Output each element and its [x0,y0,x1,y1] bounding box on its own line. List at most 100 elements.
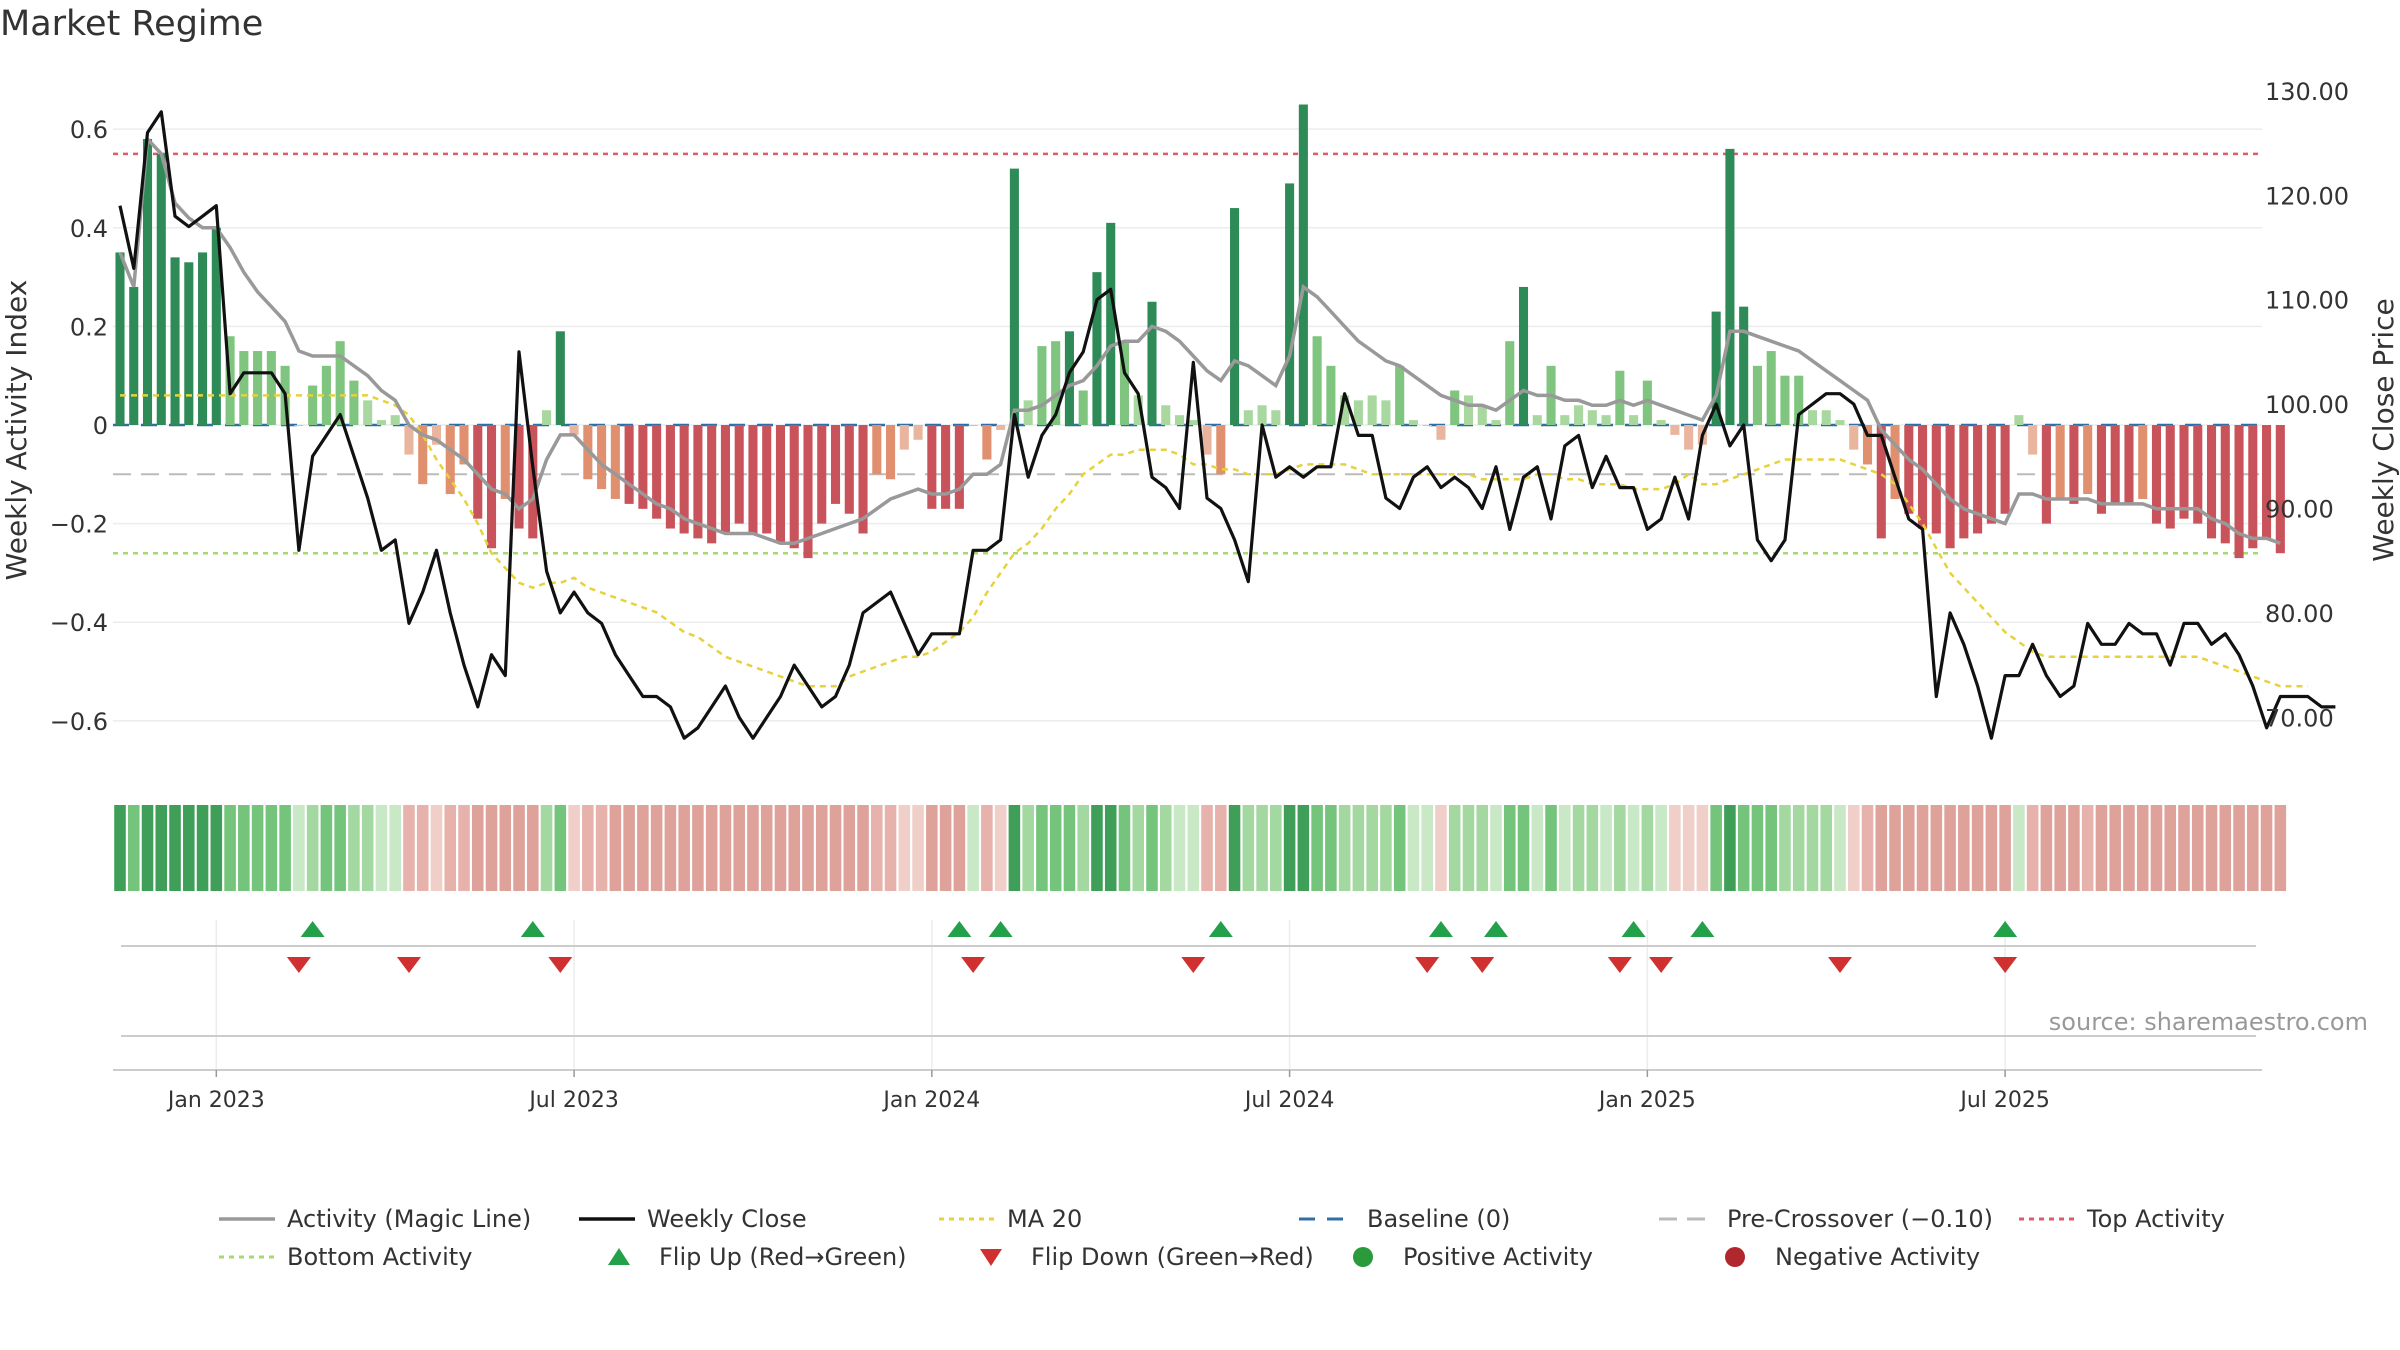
heat-cell [692,805,704,891]
heat-cell [1104,805,1117,891]
activity-bar [913,425,923,440]
activity-bar [1257,405,1267,425]
activity-bar [2220,425,2230,544]
heat-cell [389,805,401,891]
activity-bar [1780,375,1790,425]
activity-bar [1230,208,1240,425]
activity-bar [1518,286,1529,425]
heat-cell [1380,805,1392,891]
x-tick-label: Jan 2025 [1597,1088,1696,1113]
legend-swatch-close [579,1217,635,1221]
activity-bar [1986,425,1996,524]
y-left-tick-label: 0.4 [70,215,108,243]
legend-label: Pre-Crossover (−0.10) [1727,1205,1994,1233]
activity-bar [211,227,221,425]
heat-cell [871,805,883,891]
heat-cell [733,805,745,891]
heat-cell [1834,805,1846,891]
activity-bar [1463,395,1474,425]
activity-bar [2124,425,2134,504]
activity-bar [431,425,442,445]
heat-cell [1242,805,1255,891]
activity-bar [1340,395,1350,425]
activity-bar [1037,346,1047,425]
heat-cell [183,805,195,891]
activity-bar [1119,341,1130,425]
heat-cell [1861,805,1874,891]
activity-bar [1408,420,1418,425]
heat-cell [829,805,842,891]
heat-cell [2260,805,2273,891]
heat-cell [802,805,814,891]
heat-cell [1600,805,1612,891]
activity-bar [1243,410,1253,425]
activity-bar [1959,425,1969,539]
legend-item-magic: Activity (Magic Line) [215,1204,575,1234]
activity-bar [198,252,208,425]
activity-bar [1587,410,1597,425]
activity-bar [638,425,648,509]
heat-cell [1572,805,1585,891]
heat-cell [2136,805,2149,891]
heat-cell [361,805,374,891]
activity-bar [2083,425,2093,495]
flip-down-marker [961,957,986,973]
activity-bar [1312,336,1322,425]
heat-cell [2247,805,2259,891]
activity-bar [1326,365,1336,425]
heat-cell [1614,805,1626,891]
activity-bar [1670,425,1680,435]
activity-bar [1491,420,1501,425]
heat-cell [2054,805,2066,891]
flip-down-marker [548,957,573,973]
heat-cell [1256,805,1268,891]
activity-bar [2151,425,2162,524]
activity-bar [376,420,386,425]
flip-down-marker [1993,957,2018,973]
heat-cell [898,805,911,891]
activity-bar [844,425,854,514]
y-left-tick-label: −0.6 [50,708,108,736]
series-lines [118,110,2336,740]
activity-bar [2193,425,2203,524]
heat-cell [1297,805,1310,891]
legend-swatch-flipup [608,1248,630,1265]
heat-cell [582,805,594,891]
legend-label: Weekly Close [647,1205,807,1233]
heat-cell [595,805,608,891]
activity-bar [748,425,758,534]
activity-bars [115,104,2285,559]
activity-bar [858,425,868,534]
heat-cell [2040,805,2053,891]
legend-item-bottom: Bottom Activity [215,1242,587,1272]
heat-cell [1407,805,1420,891]
heat-cell [1352,805,1365,891]
legend: Activity (Magic Line) Weekly Close MA 20 Ba… [215,1200,2375,1276]
y-right-tick-label: 120.00 [2265,182,2349,210]
activity-bar [514,425,524,529]
heat-cell [2219,805,2232,891]
heat-cell [430,805,443,891]
activity-bar [1147,301,1157,425]
activity-bar [2275,425,2285,554]
activity-bar [1505,341,1515,425]
heat-cell [1187,805,1200,891]
y-right-tick-label: 90.00 [2265,496,2334,524]
heat-cell [1173,805,1186,891]
heat-cell [1063,805,1076,891]
activity-bar [253,351,263,425]
x-tick-label: Jul 2023 [527,1088,619,1113]
heat-cell [1270,805,1282,891]
activity-bar [1890,425,1900,499]
heat-cell [1531,805,1544,891]
activity-bar [1629,415,1639,425]
axes: 0.6 0.4 0.2 0 −0.2 −0.4 −0.6 130.00 120.00 110.00… [50,78,2349,1113]
x-tick-label: Jan 2024 [881,1088,980,1113]
activity-bar [1133,395,1143,425]
activity-bar [1106,222,1116,425]
heat-cell [1325,805,1337,891]
legend-swatch-ma20 [939,1217,995,1221]
heat-cell [1545,805,1557,891]
activity-bar [1821,410,1831,425]
heat-cell [981,805,993,891]
